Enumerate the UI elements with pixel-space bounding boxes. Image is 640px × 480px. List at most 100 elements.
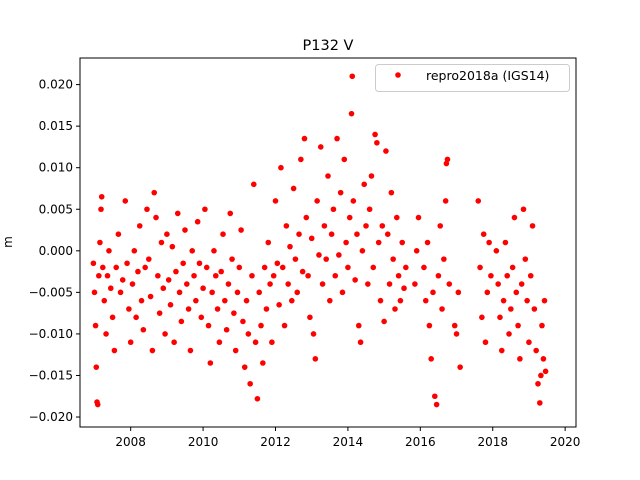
data-point [238, 227, 244, 233]
data-point [475, 198, 482, 204]
data-point [321, 223, 328, 229]
data-point [196, 260, 203, 267]
data-point [261, 264, 268, 271]
y-tick-label: 0.010 [39, 161, 73, 175]
data-point [184, 281, 190, 287]
data-point [453, 331, 460, 337]
data-point [225, 281, 232, 287]
data-point [270, 272, 277, 279]
data-point [97, 239, 103, 246]
data-point [330, 206, 337, 213]
data-point [500, 297, 507, 304]
y-tick-label: 0.000 [39, 244, 73, 258]
data-point [515, 322, 521, 329]
data-point [263, 306, 270, 312]
data-point [165, 277, 172, 283]
legend-box [375, 64, 570, 92]
data-point [323, 256, 329, 262]
y-tick-label: −0.010 [29, 327, 73, 341]
y-tick-label: 0.005 [39, 202, 73, 216]
y-tick-label: −0.005 [29, 285, 73, 299]
data-point [328, 231, 335, 237]
data-point [267, 281, 273, 287]
data-point [241, 364, 248, 370]
data-point [529, 223, 536, 229]
data-point [493, 248, 500, 254]
y-axis-ticks: −0.020 −0.015 −0.010 −0.005 0.000 0.005 0.010 0… [29, 78, 80, 424]
data-point [276, 302, 282, 308]
data-point [524, 297, 530, 304]
data-point [542, 368, 549, 375]
data-point [145, 256, 152, 262]
data-point [107, 285, 114, 292]
x-tick-label: 2018 [477, 435, 508, 449]
data-point [379, 223, 386, 229]
data-point [390, 256, 396, 262]
data-point [317, 144, 324, 150]
data-point [332, 272, 339, 279]
x-tick-label: 2008 [115, 435, 146, 449]
legend: repro2018a (IGS14) [375, 64, 570, 92]
data-point [169, 243, 176, 250]
data-point [388, 189, 395, 196]
data-point [337, 189, 344, 196]
data-point [457, 364, 463, 370]
data-point [198, 314, 205, 321]
data-point [256, 289, 263, 296]
x-tick-label: 2012 [260, 435, 291, 449]
data-point [413, 248, 420, 254]
data-point [191, 272, 197, 279]
data-point [327, 297, 333, 304]
data-point [343, 239, 349, 246]
data-point [216, 339, 223, 346]
data-point [368, 173, 375, 179]
y-axis-label: m [1, 236, 15, 248]
data-point [518, 281, 525, 287]
data-point [129, 281, 136, 287]
data-point [245, 331, 252, 337]
data-point [395, 272, 402, 279]
data-point [104, 272, 111, 279]
data-point [535, 380, 541, 387]
data-point [428, 356, 434, 362]
data-point [149, 347, 156, 354]
data-point [164, 231, 170, 237]
data-point [218, 268, 224, 275]
data-point [109, 314, 116, 321]
data-point [495, 281, 501, 287]
data-point [92, 322, 99, 329]
data-point [370, 264, 377, 271]
x-axis-ticks: 2008 2010 2012 2014 2016 2018 2020 [115, 427, 580, 449]
data-point [283, 223, 290, 229]
data-point [435, 272, 442, 279]
data-point [153, 214, 159, 221]
data-point [412, 281, 418, 287]
data-point [100, 264, 106, 271]
data-point [131, 248, 138, 254]
chart-title: P132 V [303, 38, 354, 54]
data-point [484, 289, 491, 296]
data-point [111, 347, 118, 354]
data-point [517, 356, 523, 362]
data-point [138, 297, 145, 304]
data-point [127, 339, 134, 346]
data-point [336, 252, 342, 258]
data-point [189, 248, 196, 254]
data-point [537, 400, 543, 406]
legend-marker [395, 72, 401, 78]
data-point [126, 306, 132, 312]
data-point [281, 322, 288, 329]
data-point [430, 289, 436, 296]
data-point [252, 339, 259, 346]
data-point [392, 306, 398, 312]
data-point [341, 156, 348, 163]
data-point [103, 331, 109, 337]
data-point [312, 356, 319, 362]
data-point [305, 272, 311, 279]
data-point [203, 264, 210, 271]
y-tick-label: 0.020 [39, 78, 73, 92]
data-point [538, 372, 544, 379]
data-point [173, 268, 179, 275]
data-point [278, 164, 284, 171]
data-point [133, 314, 139, 321]
